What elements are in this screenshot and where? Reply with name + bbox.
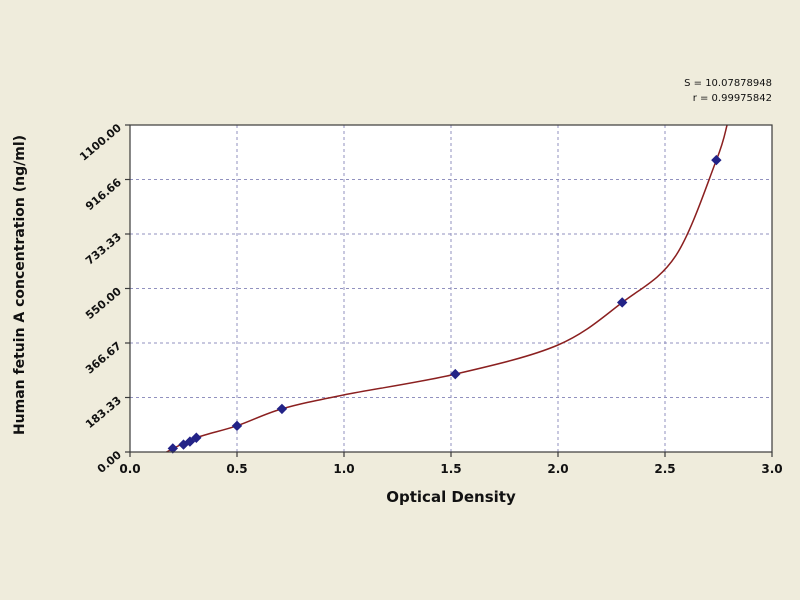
- y-tick-label: 366.67: [83, 339, 124, 376]
- y-tick-label: 550.00: [83, 285, 124, 322]
- data-point: [450, 368, 461, 380]
- data-point: [231, 420, 243, 432]
- x-tick-label: 0.0: [119, 462, 140, 476]
- y-tick-label: 183.33: [83, 394, 124, 431]
- x-tick-label: 0.5: [226, 462, 247, 476]
- data-point: [616, 297, 628, 308]
- x-tick-label: 2.5: [654, 462, 675, 476]
- x-tick-label: 3.0: [761, 462, 782, 476]
- data-point: [191, 432, 202, 443]
- fit-r-value: r = 0.99975842: [692, 93, 772, 104]
- x-tick-label: 2.0: [547, 462, 568, 476]
- data-point: [276, 403, 288, 415]
- y-tick-label: 916.66: [83, 176, 124, 213]
- fit-s-value: S = 10.07878948: [684, 78, 772, 89]
- data-point: [184, 436, 196, 447]
- fit-parameters: S = 10.07878948 r = 0.99975842: [684, 76, 772, 106]
- data-point: [711, 154, 722, 166]
- x-axis-title: Optical Density: [386, 488, 516, 506]
- y-tick-label: 1100.00: [77, 121, 124, 163]
- x-tick-label: 1.5: [440, 462, 461, 476]
- y-tick-label: 733.33: [83, 230, 124, 267]
- x-tick-label: 1.0: [333, 462, 354, 476]
